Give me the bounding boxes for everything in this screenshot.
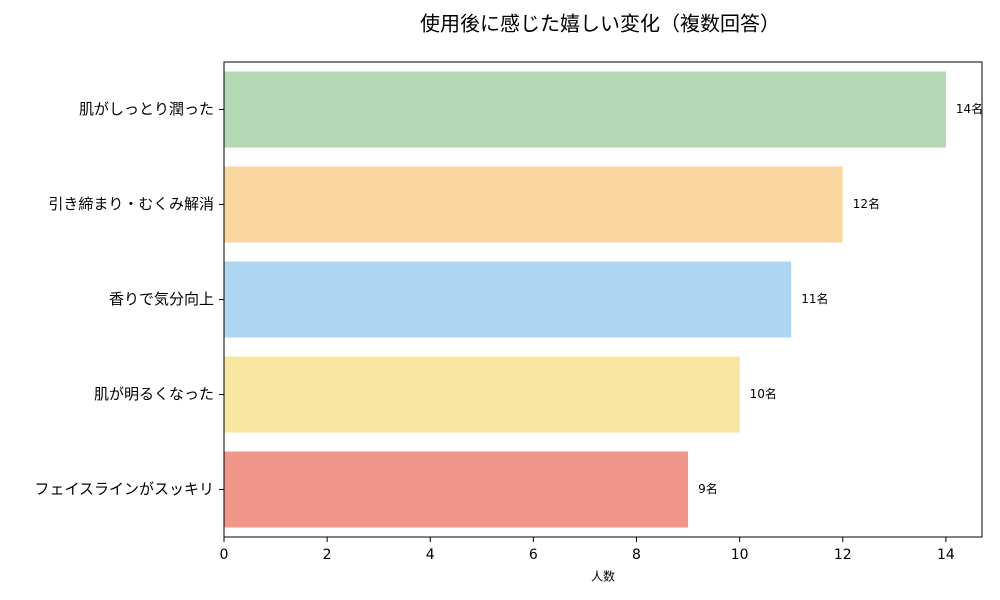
x-tick-label: 4 — [426, 547, 435, 563]
x-tick-label: 6 — [529, 547, 538, 563]
value-label: 11名 — [801, 291, 828, 306]
y-tick-label: 肌が明るくなった — [94, 385, 214, 403]
x-tick-label: 2 — [323, 547, 332, 563]
value-label: 14名 — [956, 101, 983, 116]
y-tick-label: 肌がしっとり潤った — [79, 100, 214, 118]
y-tick-label: フェイスラインがスッキリ — [34, 480, 214, 498]
value-label: 9名 — [698, 481, 718, 496]
bar — [224, 71, 946, 148]
bar — [224, 261, 792, 338]
y-tick-label: 香りで気分向上 — [109, 290, 214, 308]
x-tick-label: 14 — [937, 547, 955, 563]
x-axis-label: 人数 — [591, 569, 615, 584]
bar — [224, 451, 689, 528]
value-label: 12名 — [853, 196, 880, 211]
y-tick-label: 引き締まり・むくみ解消 — [48, 195, 214, 213]
x-tick-label: 12 — [834, 547, 852, 563]
bar — [224, 356, 740, 433]
bar — [224, 166, 843, 243]
value-label: 10名 — [750, 386, 777, 401]
x-tick-label: 0 — [220, 547, 229, 563]
plot-frame — [223, 61, 983, 538]
x-tick-label: 10 — [731, 547, 749, 563]
x-tick-label: 8 — [632, 547, 641, 563]
chart-title: 使用後に感じた嬉しい変化（複数回答） — [420, 12, 780, 36]
